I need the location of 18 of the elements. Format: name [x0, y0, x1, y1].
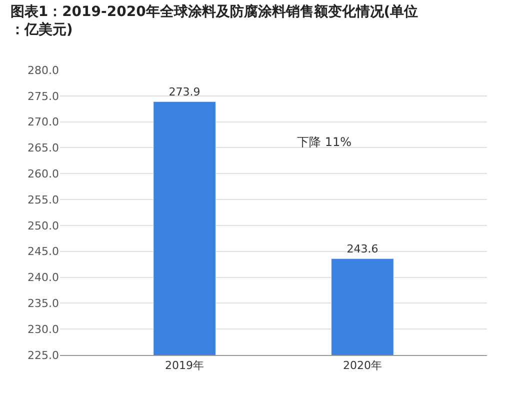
annotation: 下降 11%	[297, 135, 352, 149]
y-tick-label: 255.0	[28, 193, 59, 206]
y-tick-label: 250.0	[28, 219, 59, 232]
data-label: 273.9	[168, 86, 200, 99]
x-tick-label: 2020年	[342, 359, 382, 372]
chart-title: 图表1：2019-2020年全球涂料及防腐涂料销售额变化情况(单位：亿美元)	[10, 3, 418, 38]
y-tick-label: 225.0	[28, 348, 59, 362]
data-label: 243.6	[346, 242, 378, 256]
y-tick-label: 260.0	[28, 167, 59, 180]
y-tick-label: 265.0	[28, 142, 59, 155]
y-tick-label: 235.0	[28, 297, 59, 310]
y-tick-label: 280.0	[28, 64, 59, 77]
y-tick-label: 275.0	[28, 90, 59, 103]
y-tick-label: 245.0	[28, 245, 59, 258]
y-tick-label: 230.0	[28, 322, 59, 336]
x-tick-label: 2019年	[165, 359, 204, 372]
y-tick-label: 240.0	[28, 271, 59, 284]
y-tick-label: 270.0	[28, 116, 59, 129]
